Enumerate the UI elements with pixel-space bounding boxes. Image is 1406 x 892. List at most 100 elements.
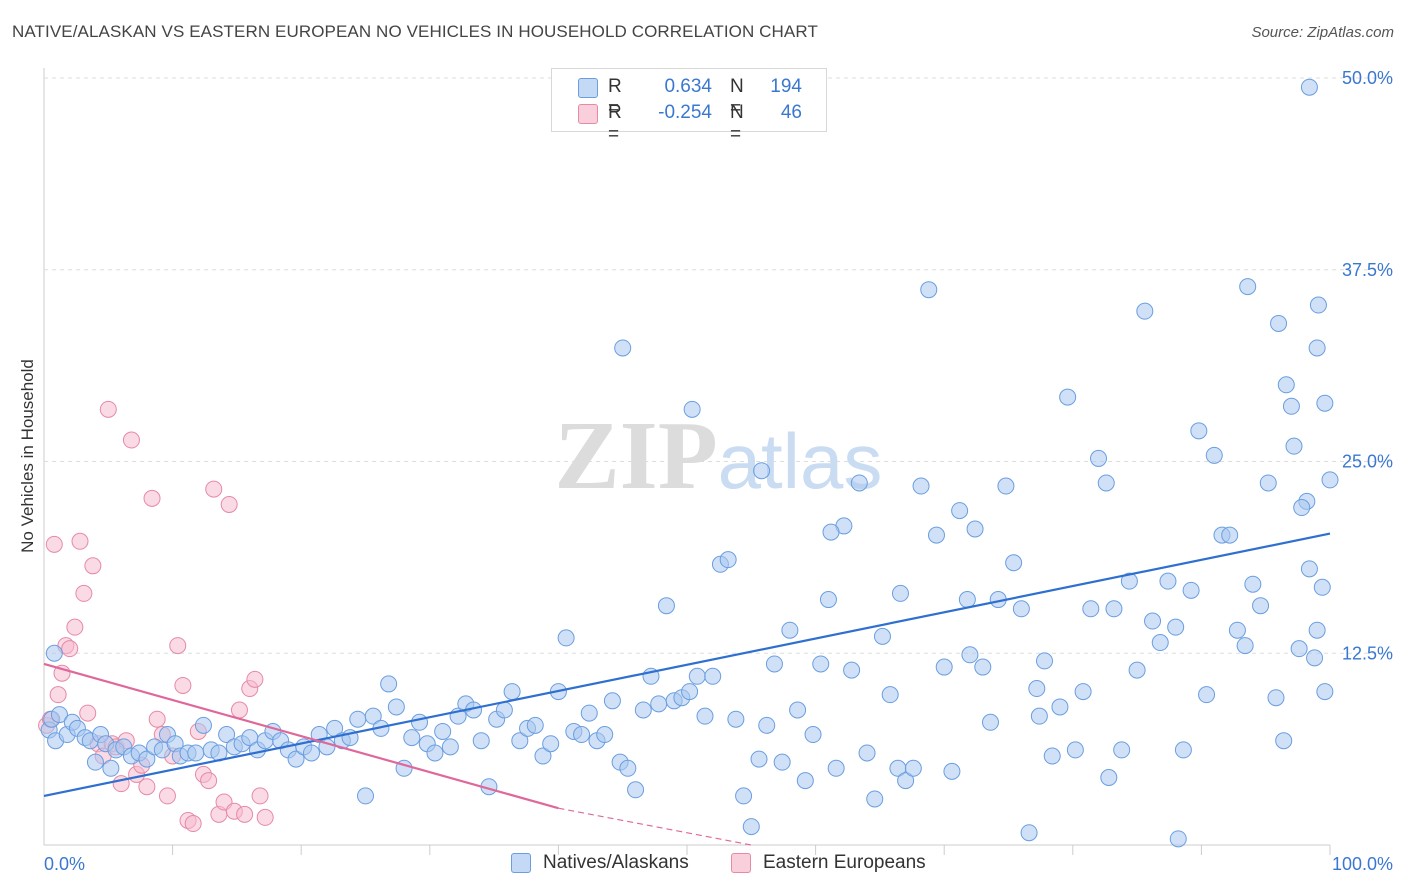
- natives-alaskans-point: [1012, 600, 1030, 618]
- natives-alaskans-point: [1028, 680, 1046, 698]
- natives-alaskans-point: [1097, 474, 1115, 492]
- natives-alaskans-point: [1270, 314, 1288, 332]
- natives-alaskans-point: [843, 661, 861, 679]
- natives-alaskans-point: [750, 750, 768, 768]
- natives-alaskans-point: [619, 759, 637, 777]
- natives-legend-label: Natives/Alaskans: [543, 852, 689, 873]
- natives-alaskans-point: [1300, 78, 1318, 96]
- natives-alaskans-point: [1144, 612, 1162, 630]
- natives-alaskans-point: [1198, 686, 1216, 704]
- y-tick-label: 12.5%: [1342, 643, 1393, 663]
- natives-alaskans-point: [1236, 637, 1254, 655]
- legend-r-label: R =: [608, 102, 622, 145]
- correlation-legend: R = 0.634 N = 194 R = -0.254 N = 46: [551, 68, 827, 145]
- natives-alaskans-point: [1306, 649, 1324, 667]
- natives-alaskans-point: [742, 818, 760, 836]
- natives-alaskans-point: [1105, 600, 1123, 618]
- natives-alaskans-point: [773, 753, 791, 771]
- natives-alaskans-point: [1228, 621, 1246, 639]
- eastern-europeans-point: [138, 778, 156, 796]
- natives-trend-line: [43, 532, 1331, 797]
- natives-alaskans-point: [796, 772, 814, 790]
- natives-alaskans-point: [904, 759, 922, 777]
- natives-alaskans-point: [1036, 652, 1054, 670]
- eastern-swatch: [731, 853, 751, 873]
- natives-alaskans-point: [758, 716, 776, 734]
- natives-alaskans-point: [557, 629, 575, 647]
- watermark-zip: ZIP: [554, 402, 717, 510]
- natives-alaskans-point: [997, 477, 1015, 495]
- eastern-europeans-point: [66, 618, 84, 636]
- natives-alaskans-point: [1309, 296, 1327, 314]
- natives-alaskans-point: [1290, 640, 1308, 658]
- natives-alaskans-point: [287, 750, 305, 768]
- eastern-trend-extension: [558, 807, 752, 846]
- eastern-europeans-point: [200, 772, 218, 790]
- natives-alaskans-point: [1174, 741, 1192, 759]
- natives-alaskans-point: [1066, 741, 1084, 759]
- natives-alaskans-point: [789, 701, 807, 719]
- natives-alaskans-point: [349, 710, 367, 728]
- natives-alaskans-point: [1030, 707, 1048, 725]
- natives-alaskans-point: [1239, 278, 1257, 296]
- natives-alaskans-point: [1316, 394, 1334, 412]
- natives-alaskans-point: [627, 781, 645, 799]
- natives-alaskans-point: [943, 762, 961, 780]
- natives-alaskans-point: [1267, 689, 1285, 707]
- eastern-europeans-point: [246, 670, 264, 688]
- natives-alaskans-point: [1167, 618, 1185, 636]
- natives-alaskans-point: [380, 675, 398, 693]
- natives-alaskans-point: [1005, 554, 1023, 572]
- y-tick-label: 50.0%: [1342, 68, 1393, 88]
- natives-alaskans-point: [1182, 581, 1200, 599]
- natives-alaskans-point: [1074, 683, 1092, 701]
- legend-n-label: N =: [730, 76, 744, 119]
- natives-alaskans-point: [1100, 769, 1118, 787]
- trend-lines: [43, 532, 1331, 846]
- x-tick-label: 0.0%: [44, 854, 85, 874]
- natives-alaskans-point: [827, 759, 845, 777]
- eastern-europeans-point: [256, 808, 274, 826]
- natives-alaskans-point: [357, 787, 374, 805]
- watermark: ZIP atlas: [554, 402, 882, 510]
- natives-alaskans-point: [1113, 741, 1131, 759]
- natives-alaskans-point: [511, 732, 529, 750]
- natives-alaskans-point: [1308, 621, 1326, 639]
- natives-alaskans-point: [596, 726, 614, 744]
- natives-alaskans-point: [735, 787, 753, 805]
- eastern-europeans-point: [205, 480, 223, 498]
- natives-alaskans-point: [897, 772, 915, 790]
- eastern-europeans-point: [174, 676, 192, 694]
- natives-alaskans-point: [364, 707, 382, 725]
- natives-alaskans-point: [1020, 824, 1038, 842]
- source-credit: Source: ZipAtlas.com: [1251, 24, 1394, 41]
- natives-alaskans-point: [1316, 683, 1334, 701]
- natives-alaskans-point: [426, 744, 444, 762]
- eastern-europeans-point: [148, 710, 166, 728]
- natives-alaskans-point: [472, 732, 490, 750]
- natives-alaskans-point: [580, 704, 598, 722]
- eastern-europeans-points: [38, 400, 274, 833]
- tick-labels: 12.5% 25.0% 37.5% 50.0% 0.0% 100.0%: [44, 68, 1393, 874]
- natives-alaskans-point: [1136, 302, 1154, 320]
- natives-alaskans-point: [434, 722, 452, 740]
- natives-alaskans-point: [650, 695, 668, 713]
- natives-alaskans-point: [138, 750, 156, 768]
- legend-r-value: -0.254: [658, 102, 712, 123]
- natives-alaskans-point: [866, 790, 884, 808]
- eastern-europeans-point: [79, 704, 97, 722]
- pink-swatch: [578, 104, 598, 124]
- natives-alaskans-point: [441, 738, 459, 756]
- natives-alaskans-point: [753, 462, 771, 480]
- natives-alaskans-point: [302, 744, 320, 762]
- x-tick-label: 100.0%: [1332, 854, 1393, 874]
- natives-alaskans-point: [966, 520, 984, 538]
- natives-alaskans-point: [50, 706, 68, 724]
- eastern-europeans-point: [251, 787, 269, 805]
- natives-alaskans-point: [719, 551, 737, 569]
- natives-alaskans-point: [1293, 499, 1311, 517]
- natives-alaskans-point: [1221, 526, 1239, 544]
- eastern-europeans-point: [122, 431, 140, 449]
- watermark-atlas: atlas: [718, 417, 883, 505]
- eastern-europeans-point: [99, 400, 117, 418]
